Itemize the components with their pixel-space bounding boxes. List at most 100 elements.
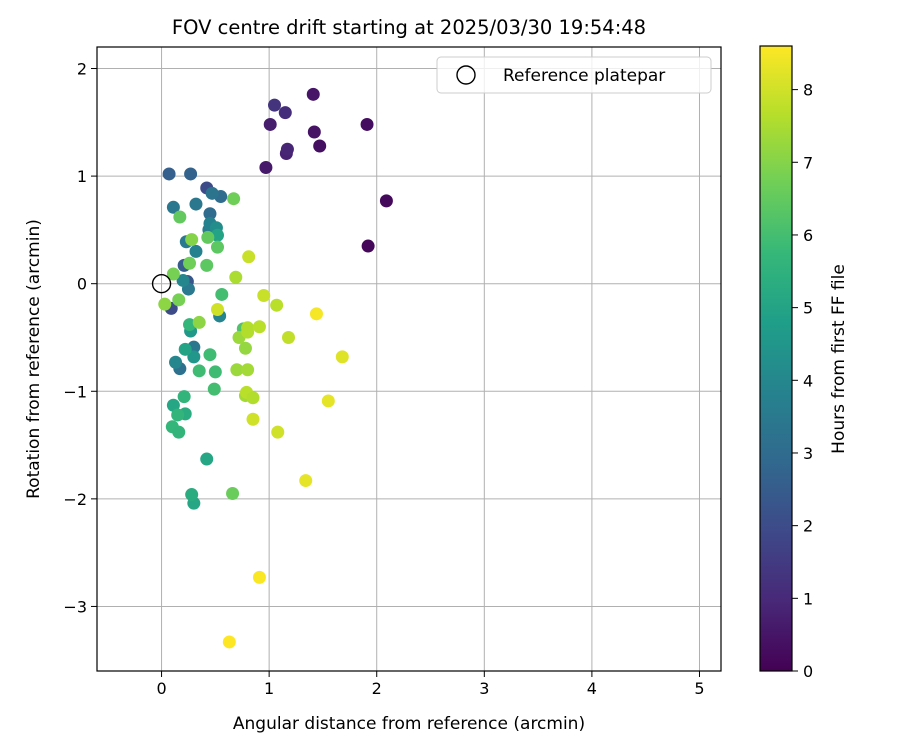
- data-point: [257, 289, 271, 303]
- x-axis-label: Angular distance from reference (arcmin): [233, 714, 585, 734]
- data-point: [177, 390, 191, 404]
- data-point: [162, 167, 176, 181]
- data-points: [158, 87, 393, 649]
- data-point: [201, 230, 215, 244]
- data-point: [158, 297, 172, 311]
- data-point: [208, 365, 222, 379]
- colorbar-label: Hours from first FF file: [829, 264, 849, 454]
- chart-title: FOV centre drift starting at 2025/03/30 …: [172, 16, 646, 39]
- data-point: [183, 256, 197, 270]
- data-point: [241, 363, 255, 377]
- data-point: [207, 382, 221, 396]
- colorbar-tick-label: 1: [803, 589, 813, 608]
- legend-label: Reference platepar: [503, 66, 665, 86]
- data-point: [238, 341, 252, 355]
- data-point: [192, 315, 206, 329]
- data-point: [210, 228, 224, 242]
- x-tick-label: 0: [156, 679, 166, 698]
- data-point: [309, 307, 323, 321]
- data-point: [229, 270, 243, 284]
- data-point: [321, 394, 335, 408]
- grid-lines: [97, 47, 721, 671]
- colorbar: 0 1 2 3 4 5 6 7 8 Hours from first FF file: [759, 45, 849, 681]
- data-point: [361, 239, 375, 253]
- data-point: [263, 117, 277, 131]
- data-point: [173, 210, 187, 224]
- colorbar-tick-label: 6: [803, 226, 813, 245]
- data-point: [183, 318, 197, 332]
- colorbar-ticks: 0 1 2 3 4 5 6 7 8: [792, 81, 813, 681]
- colorbar-tick-label: 2: [803, 517, 813, 536]
- reference-platepar-marker: [151, 273, 172, 294]
- data-point: [313, 139, 327, 153]
- data-point: [278, 106, 292, 120]
- data-point: [280, 142, 294, 156]
- x-tick-label: 5: [694, 679, 704, 698]
- data-point: [230, 363, 244, 377]
- data-point: [241, 325, 255, 339]
- colorbar-tick-label: 8: [803, 81, 813, 100]
- data-point: [210, 240, 224, 254]
- colorbar-tick-label: 4: [803, 371, 813, 390]
- data-point: [185, 233, 199, 247]
- data-point: [227, 192, 241, 206]
- data-point: [187, 350, 201, 364]
- data-point: [185, 488, 199, 502]
- data-point: [169, 355, 183, 369]
- data-point: [184, 167, 198, 181]
- data-point: [189, 197, 203, 211]
- data-point: [176, 273, 190, 287]
- x-tick-label: 2: [372, 679, 382, 698]
- data-point: [360, 117, 374, 131]
- colorbar-frame: [759, 45, 793, 672]
- data-point: [252, 570, 266, 584]
- colorbar-tick-label: 5: [803, 299, 813, 318]
- data-point: [210, 303, 224, 317]
- data-point: [215, 287, 229, 301]
- data-point: [270, 298, 284, 312]
- data-point: [252, 320, 266, 334]
- data-point: [268, 98, 282, 112]
- data-point: [307, 125, 321, 139]
- data-point: [171, 408, 185, 422]
- x-tick-label: 4: [587, 679, 597, 698]
- data-point: [242, 250, 256, 264]
- colorbar-tick-label: 7: [803, 153, 813, 172]
- data-point: [259, 160, 273, 174]
- data-point: [205, 186, 219, 200]
- data-point: [203, 207, 217, 221]
- y-axis-label: Rotation from reference (arcmin): [24, 219, 44, 499]
- data-point: [203, 348, 217, 362]
- data-point: [306, 87, 320, 101]
- y-tick-label: −3: [63, 597, 87, 616]
- data-point: [200, 452, 214, 466]
- data-point: [246, 412, 260, 426]
- data-point: [172, 293, 186, 307]
- legend: Reference platepar: [436, 56, 712, 94]
- data-point: [226, 486, 240, 500]
- data-point: [166, 267, 180, 281]
- y-tick-label: 1: [77, 167, 87, 186]
- data-point: [282, 330, 296, 344]
- data-point: [222, 635, 236, 649]
- y-tick-label: −1: [63, 382, 87, 401]
- colorbar-gradient: [760, 46, 792, 671]
- x-tick-label: 3: [479, 679, 489, 698]
- legend-box: [436, 56, 712, 94]
- colorbar-tick-label: 0: [803, 662, 813, 681]
- plot-frame: [96, 46, 722, 672]
- y-tick-label: −2: [63, 490, 87, 509]
- data-point: [246, 391, 260, 405]
- x-tick-label: 1: [264, 679, 274, 698]
- data-point: [178, 342, 192, 356]
- data-point: [166, 200, 180, 214]
- data-point: [172, 425, 186, 439]
- data-point: [192, 364, 206, 378]
- data-point: [379, 194, 393, 208]
- data-point: [189, 244, 203, 258]
- data-point: [299, 474, 313, 488]
- data-point: [200, 258, 214, 272]
- y-tick-label: 2: [77, 60, 87, 79]
- legend-marker: [456, 65, 476, 85]
